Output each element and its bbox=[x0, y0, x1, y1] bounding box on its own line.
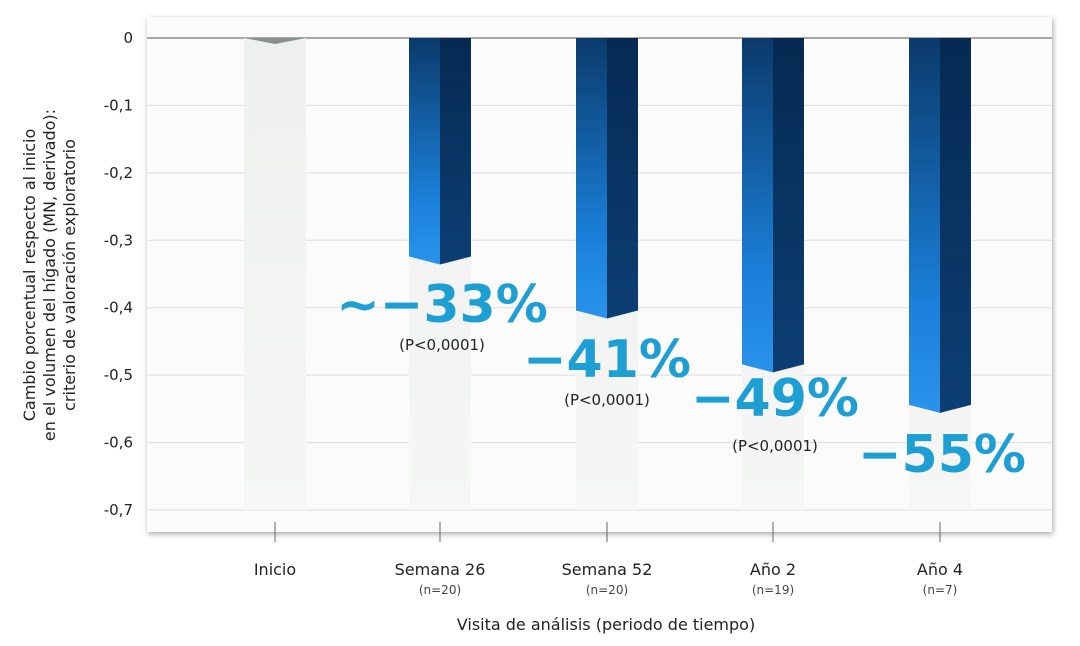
n-label: (n=20) bbox=[419, 583, 461, 597]
x-tick-labels: Inicio Semana 26 (n=20) Semana 52 (n=20) Año … bbox=[254, 522, 963, 597]
x-tick-label: Año 2 bbox=[750, 560, 796, 579]
value-label: −41% bbox=[523, 330, 691, 390]
bar-side bbox=[607, 38, 638, 319]
bar-side bbox=[940, 38, 971, 413]
bar-side bbox=[773, 38, 804, 373]
y-tick-label: -0,6 bbox=[104, 434, 133, 452]
bars bbox=[244, 38, 971, 413]
n-label: (n=19) bbox=[752, 583, 794, 597]
bar bbox=[909, 38, 940, 413]
y-tick-label: -0,5 bbox=[104, 366, 133, 384]
y-axis-title-line-1: Cambio porcentual respecto al inicio bbox=[20, 129, 39, 422]
value-label: −55% bbox=[858, 425, 1026, 485]
y-axis-title-line-3: criterio de valoración exploratorio bbox=[60, 139, 79, 411]
n-label: (n=7) bbox=[923, 583, 958, 597]
y-axis-title: Cambio porcentual respecto al inicio en … bbox=[20, 109, 79, 441]
y-tick-label: -0,1 bbox=[104, 96, 133, 114]
value-labels: ~−33%(P<0,0001) −41%(P<0,0001) −49%(P<0,00… bbox=[336, 275, 1026, 485]
bar-side bbox=[440, 38, 471, 265]
x-tick-label: Año 4 bbox=[917, 560, 963, 579]
x-tick-label: Inicio bbox=[254, 560, 296, 579]
y-tick-label: -0,3 bbox=[104, 231, 133, 249]
x-tick-label: Semana 26 bbox=[395, 560, 486, 579]
n-label: (n=20) bbox=[586, 583, 628, 597]
bar bbox=[576, 38, 607, 319]
p-value-label: (P<0,0001) bbox=[732, 437, 818, 455]
y-tick-label: 0 bbox=[123, 29, 133, 47]
value-label: −49% bbox=[691, 369, 859, 429]
bar-background bbox=[244, 38, 306, 510]
x-tick-label: Semana 52 bbox=[562, 560, 653, 579]
y-tick-label: -0,7 bbox=[104, 501, 133, 519]
bar bbox=[409, 38, 440, 265]
value-label: ~−33% bbox=[336, 275, 548, 335]
x-axis-title: Visita de análisis (periodo de tiempo) bbox=[457, 615, 755, 634]
y-tick-label: -0,2 bbox=[104, 164, 133, 182]
y-tick-label: -0,4 bbox=[104, 299, 133, 317]
y-axis-title-line-2: en el volumen del hígado (MN, derivado): bbox=[40, 109, 59, 441]
p-value-label: (P<0,0001) bbox=[564, 391, 650, 409]
bar bbox=[742, 38, 773, 373]
y-tick-labels: 0 -0,1 -0,2 -0,3 -0,4 -0,5 -0,6 -0,7 bbox=[104, 29, 133, 519]
p-value-label: (P<0,0001) bbox=[399, 336, 485, 354]
bar bbox=[244, 38, 306, 44]
